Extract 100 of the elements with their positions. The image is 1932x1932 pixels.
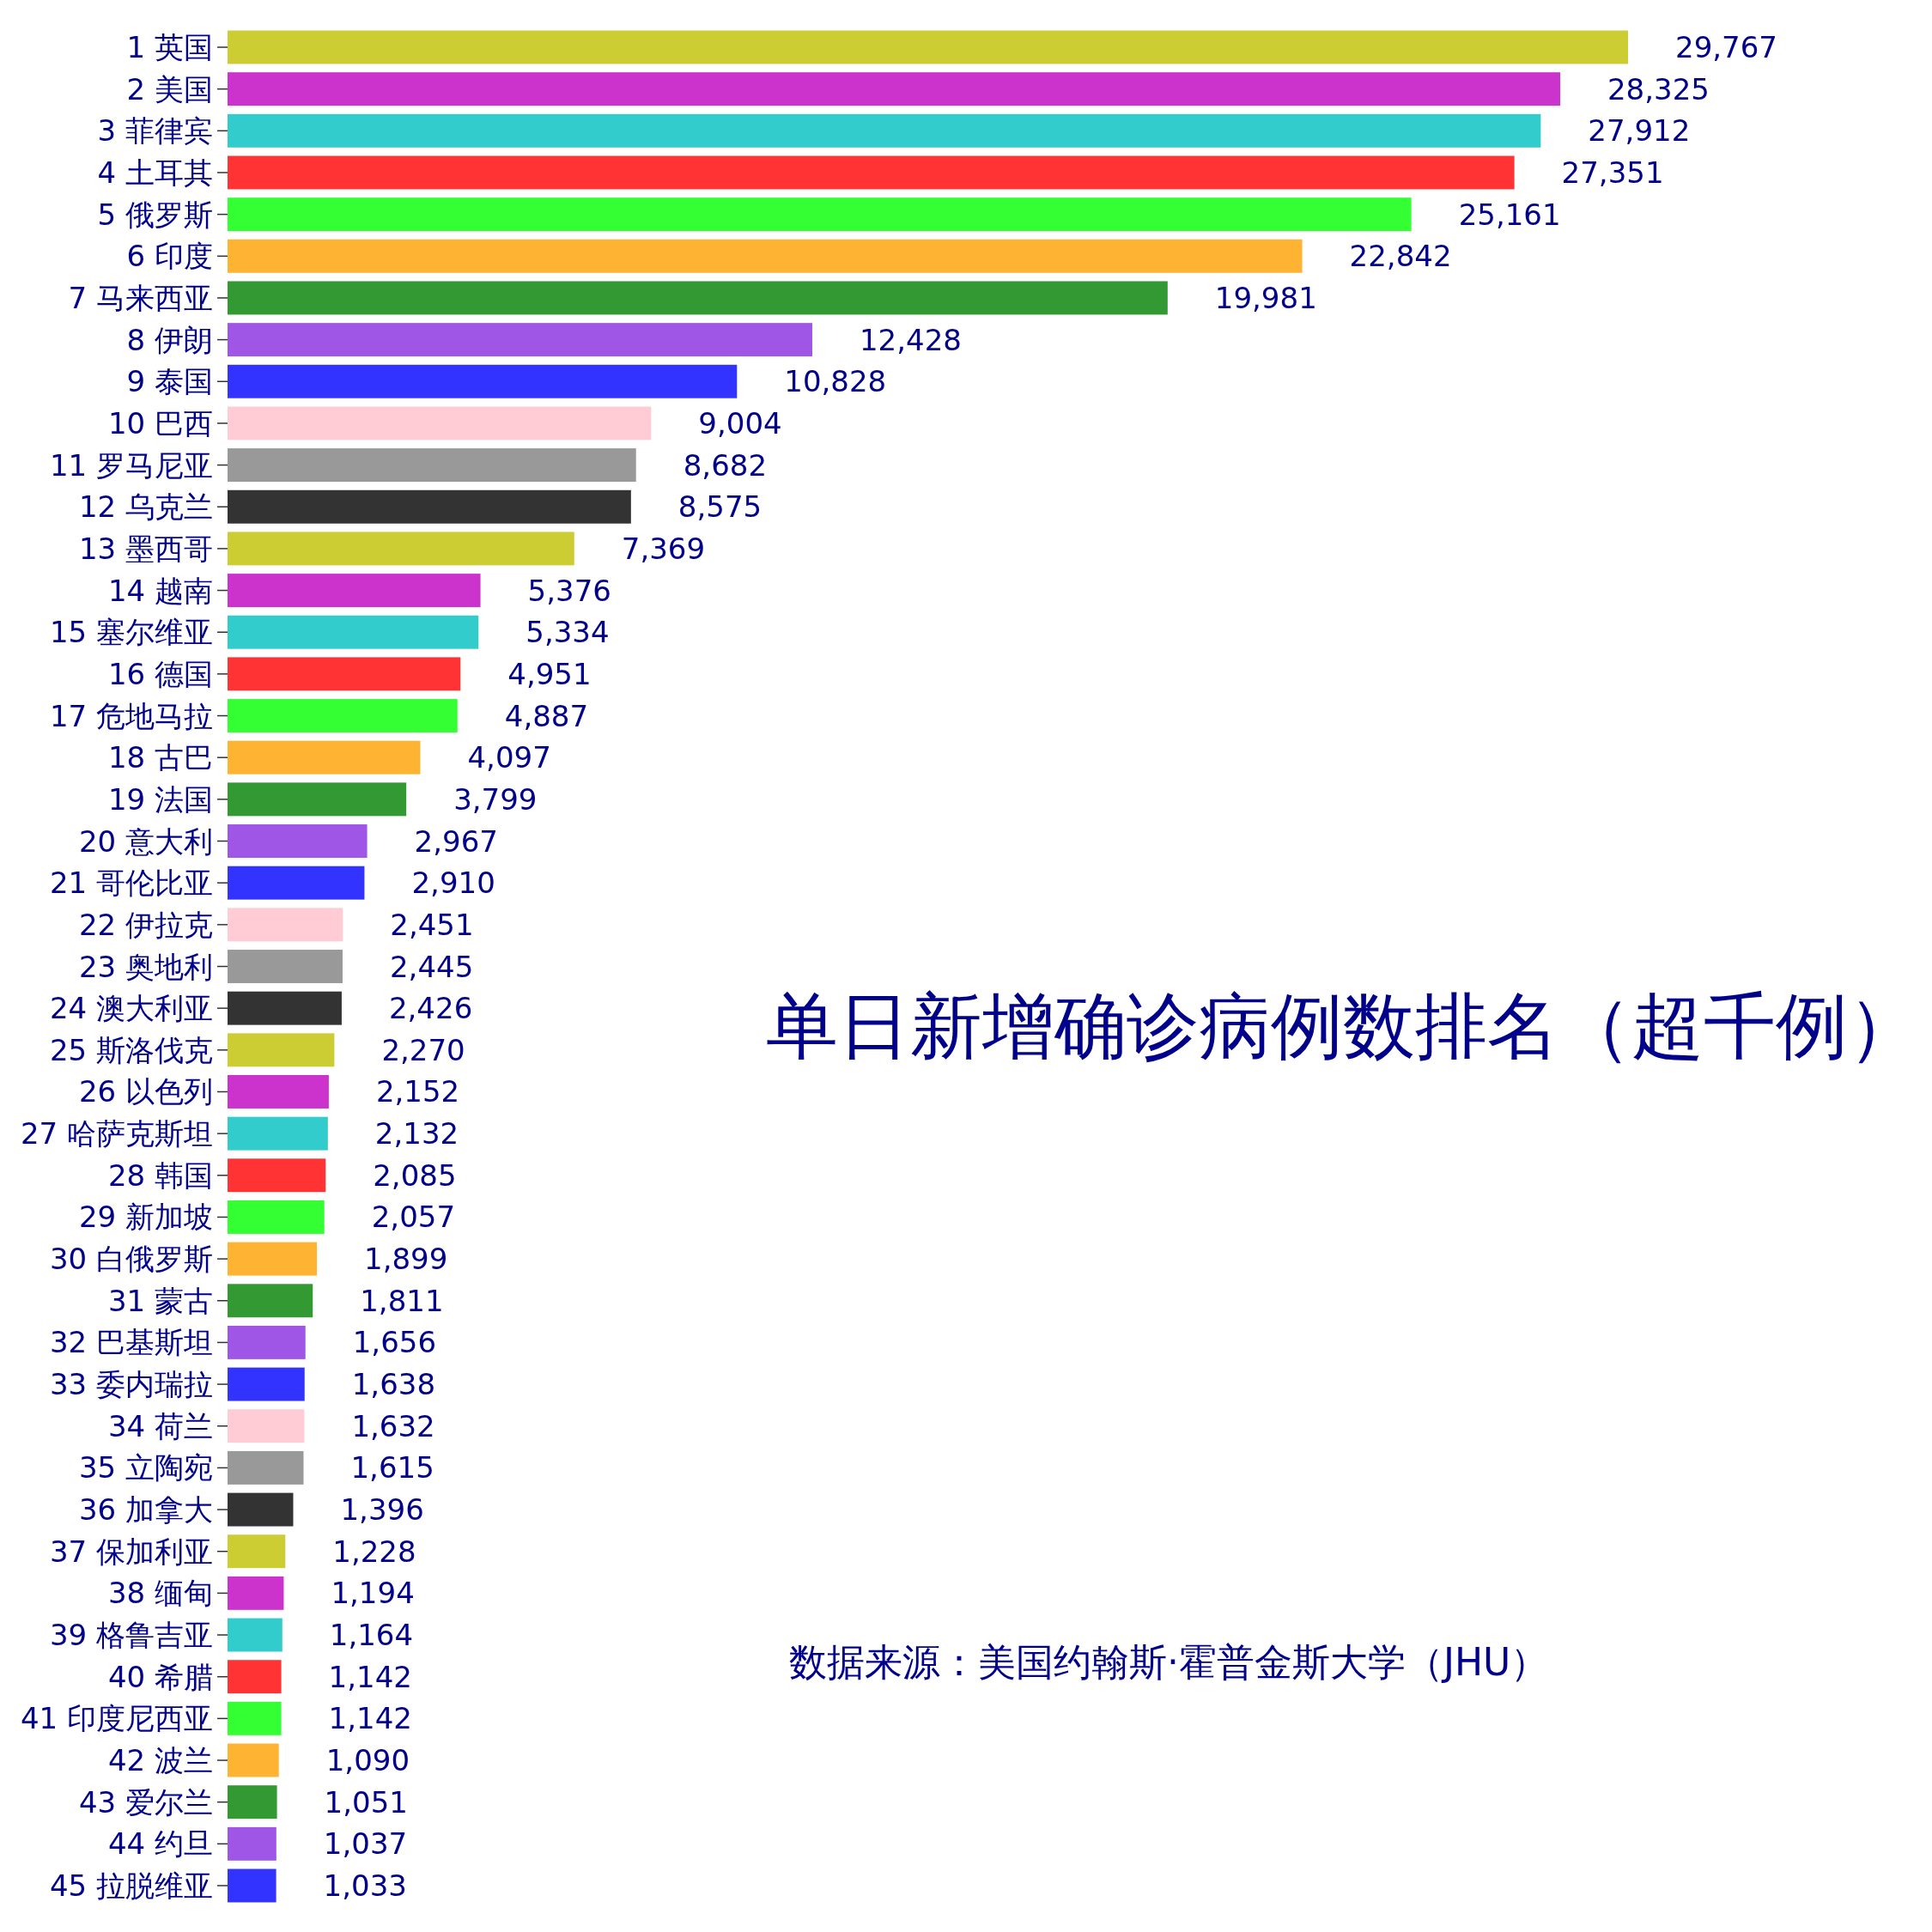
bar bbox=[228, 866, 365, 900]
y-tick-label: 36 加拿大 bbox=[78, 1492, 213, 1528]
y-tick-label: 9 泰国 bbox=[126, 364, 213, 399]
y-tick-label: 33 委内瑞拉 bbox=[49, 1367, 213, 1402]
y-tick-label: 4 土耳其 bbox=[97, 155, 213, 190]
y-tick-label: 25 斯洛伐克 bbox=[49, 1032, 213, 1067]
y-tick-label: 32 巴基斯坦 bbox=[49, 1325, 213, 1360]
bar bbox=[228, 1660, 282, 1694]
data-label: 1,142 bbox=[328, 1659, 412, 1694]
y-tick-label: 14 越南 bbox=[107, 573, 213, 608]
bar bbox=[228, 72, 1560, 106]
bar bbox=[228, 782, 407, 817]
data-label: 10,828 bbox=[784, 364, 887, 399]
bar bbox=[228, 1284, 313, 1318]
data-label: 1,656 bbox=[352, 1325, 437, 1360]
data-label: 12,428 bbox=[859, 322, 962, 357]
bar bbox=[228, 1033, 335, 1067]
data-label: 2,132 bbox=[374, 1116, 459, 1151]
data-label: 2,451 bbox=[390, 907, 474, 942]
bar bbox=[228, 1534, 286, 1569]
y-tick-label: 17 危地马拉 bbox=[49, 698, 213, 733]
bar bbox=[228, 1075, 329, 1109]
data-label: 1,228 bbox=[332, 1534, 416, 1569]
bar bbox=[228, 1367, 305, 1401]
data-label: 1,811 bbox=[360, 1283, 444, 1318]
bar bbox=[228, 30, 1628, 64]
y-tick-label: 3 菲律宾 bbox=[97, 113, 213, 149]
y-tick-label: 7 马来西亚 bbox=[68, 280, 213, 315]
bar bbox=[228, 615, 479, 649]
bar bbox=[228, 239, 1303, 273]
data-label: 1,142 bbox=[328, 1701, 412, 1736]
data-label: 22,842 bbox=[1349, 239, 1452, 274]
data-label: 1,033 bbox=[323, 1868, 407, 1903]
bar bbox=[228, 406, 652, 440]
y-tick-label: 2 美国 bbox=[126, 71, 213, 106]
data-label: 1,615 bbox=[350, 1450, 434, 1485]
data-label: 4,951 bbox=[507, 656, 592, 691]
data-label: 27,912 bbox=[1588, 113, 1691, 149]
data-label: 2,270 bbox=[381, 1032, 465, 1067]
y-tick-label: 24 澳大利亚 bbox=[49, 991, 213, 1026]
bar bbox=[228, 1576, 284, 1610]
data-label: 2,057 bbox=[371, 1200, 456, 1235]
y-tick-label: 16 德国 bbox=[107, 656, 213, 691]
bar bbox=[228, 824, 368, 858]
data-label: 1,899 bbox=[364, 1242, 448, 1277]
annotation: 数据来源：美国约翰斯·霍普金斯大学（JHU） bbox=[789, 1639, 1549, 1684]
data-label: 1,051 bbox=[324, 1784, 408, 1820]
bar bbox=[228, 281, 1168, 315]
bar bbox=[228, 950, 343, 983]
data-label: 2,910 bbox=[411, 866, 495, 901]
y-tick-label: 27 哈萨克斯坦 bbox=[20, 1116, 213, 1151]
y-tick-label: 40 希腊 bbox=[107, 1659, 213, 1694]
data-label: 1,090 bbox=[325, 1743, 410, 1778]
data-label: 8,682 bbox=[683, 447, 768, 483]
data-label: 7,369 bbox=[621, 531, 706, 566]
bar bbox=[228, 1868, 276, 1903]
data-label: 4,097 bbox=[467, 740, 551, 775]
data-label: 25,161 bbox=[1458, 197, 1561, 232]
data-label: 2,085 bbox=[373, 1157, 457, 1193]
y-tick-label: 22 伊拉克 bbox=[78, 907, 213, 942]
bar bbox=[228, 574, 481, 608]
y-tick-label: 43 爱尔兰 bbox=[78, 1784, 213, 1820]
bar bbox=[228, 113, 1541, 148]
y-tick-label: 20 意大利 bbox=[78, 823, 213, 859]
data-label: 1,632 bbox=[351, 1408, 435, 1443]
data-label: 5,376 bbox=[527, 573, 611, 608]
bar bbox=[228, 1785, 277, 1820]
bar bbox=[228, 1158, 326, 1193]
bar bbox=[228, 908, 343, 942]
bar bbox=[228, 740, 421, 775]
y-tick-label: 39 格鲁吉亚 bbox=[49, 1618, 213, 1653]
bar bbox=[228, 1325, 306, 1359]
y-tick-label: 38 缅甸 bbox=[107, 1576, 213, 1611]
bar bbox=[228, 1116, 328, 1151]
y-tick-label: 44 约旦 bbox=[107, 1826, 213, 1862]
y-tick-label: 26 以色列 bbox=[78, 1074, 213, 1109]
bar bbox=[228, 699, 458, 733]
y-tick-label: 21 哥伦比亚 bbox=[49, 866, 213, 901]
data-label: 3,799 bbox=[453, 781, 538, 817]
data-label: 1,037 bbox=[323, 1826, 408, 1862]
y-tick-label: 15 塞尔维亚 bbox=[49, 615, 213, 650]
y-tick-label: 13 墨西哥 bbox=[78, 531, 213, 566]
bar bbox=[228, 1701, 282, 1735]
text: 单日新增确诊病例数排名（超千例） bbox=[766, 984, 1920, 1068]
y-tick-label: 30 白俄罗斯 bbox=[49, 1242, 213, 1277]
y-tick-label: 34 荷兰 bbox=[107, 1408, 213, 1443]
data-label: 2,426 bbox=[388, 991, 473, 1026]
data-label: 1,396 bbox=[340, 1492, 424, 1528]
data-label: 27,351 bbox=[1561, 155, 1664, 190]
bar bbox=[228, 1743, 279, 1777]
bar bbox=[228, 532, 574, 566]
bar bbox=[228, 1242, 318, 1276]
bar bbox=[228, 657, 461, 691]
y-tick-label: 19 法国 bbox=[107, 781, 213, 817]
y-tick-label: 41 印度尼西亚 bbox=[20, 1701, 213, 1736]
bar bbox=[228, 1450, 304, 1485]
y-tick-label: 6 印度 bbox=[126, 239, 213, 274]
y-tick-label: 1 英国 bbox=[126, 30, 213, 64]
y-tick-label: 28 韩国 bbox=[107, 1157, 213, 1193]
data-label: 4,887 bbox=[504, 698, 589, 733]
